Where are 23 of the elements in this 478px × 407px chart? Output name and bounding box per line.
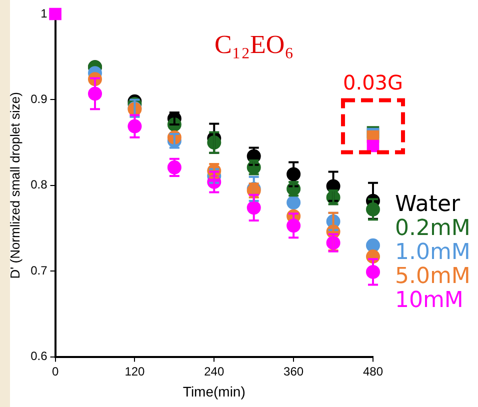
x-tick-label: 120 xyxy=(124,364,146,378)
point xyxy=(366,238,380,252)
point xyxy=(286,196,301,210)
y-tick-label: 0.7 xyxy=(30,263,48,278)
point xyxy=(49,8,62,20)
series-label: 5.0mM xyxy=(395,264,470,289)
series-label: Water xyxy=(395,192,462,217)
annotation: 0.03G xyxy=(342,70,404,94)
y-tick-label: 0.6 xyxy=(30,349,48,364)
series-label: 0.2mM xyxy=(395,216,470,241)
x-tick-label: 240 xyxy=(204,364,224,378)
text: C₁₂EO₆ xyxy=(214,30,294,60)
x-tick-label: 360 xyxy=(284,364,304,378)
point xyxy=(366,140,380,152)
y-tick-label: 1 xyxy=(40,6,48,20)
x-tick-label: 480 xyxy=(362,364,384,378)
y-tick-label: 0.8 xyxy=(30,178,48,192)
y-axis-title: D' (Normlized small droplet size) xyxy=(7,92,22,279)
series-label: 1.0mM xyxy=(395,240,470,265)
x-axis-title: Time(min) xyxy=(182,383,246,400)
series-label: 10mM xyxy=(395,288,464,313)
x-tick-label: 0 xyxy=(52,364,59,378)
y-tick-label: 0.9 xyxy=(30,92,48,106)
